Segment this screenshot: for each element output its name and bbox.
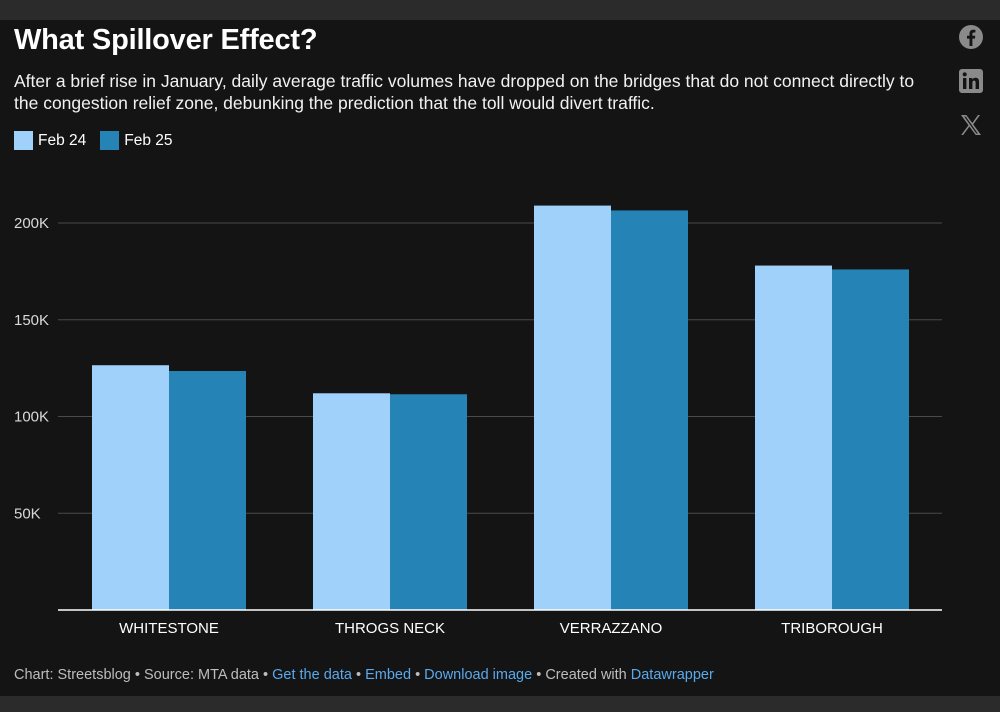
- bar-triborough-feb-24: [755, 265, 832, 610]
- footer: Chart: Streetsblog • Source: MTA data • …: [14, 667, 714, 683]
- bar-triborough-feb-25: [832, 269, 909, 610]
- bar-whitestone-feb-24: [92, 365, 169, 610]
- legend-label-feb-25: Feb 25: [124, 131, 173, 149]
- y-tick-label: 200K: [14, 215, 49, 232]
- legend-swatch-feb-25: [100, 131, 120, 150]
- bar-throgs-neck-feb-24: [313, 393, 390, 610]
- footer-credit: Chart: Streetsblog • Source: MTA data •: [14, 667, 269, 683]
- datawrapper-link[interactable]: Datawrapper: [630, 667, 714, 683]
- x-tick-label: WHITESTONE: [119, 620, 219, 637]
- footer-created: • Created with: [536, 667, 627, 683]
- legend-item-feb-25: Feb 25: [100, 131, 173, 150]
- y-tick-label: 150K: [14, 312, 49, 329]
- download-image-link[interactable]: Download image: [424, 667, 533, 683]
- chart-subtitle: After a brief rise in January, daily ave…: [14, 71, 915, 113]
- footer-separator: •: [355, 667, 362, 683]
- bar-verrazzano-feb-25: [611, 210, 688, 611]
- x-tick-label: TRIBOROUGH: [781, 620, 883, 637]
- legend-label-feb-24: Feb 24: [38, 131, 87, 149]
- bar-whitestone-feb-25: [169, 371, 246, 610]
- bar-verrazzano-feb-24: [534, 205, 611, 610]
- legend-swatch-feb-24: [14, 131, 33, 150]
- x-tick-label: VERRAZZANO: [560, 620, 663, 637]
- footer-separator: •: [415, 667, 421, 683]
- chart-title: What Spillover Effect?: [14, 24, 318, 56]
- bar-throgs-neck-feb-25: [390, 394, 467, 610]
- x-icon[interactable]: [958, 112, 984, 138]
- y-tick-label: 50K: [14, 505, 41, 522]
- linkedin-icon[interactable]: [958, 68, 984, 94]
- y-tick-label: 100K: [14, 409, 49, 426]
- embed-link[interactable]: Embed: [365, 667, 412, 683]
- facebook-icon[interactable]: [958, 24, 984, 50]
- legend: Feb 24 Feb 25: [14, 131, 187, 150]
- legend-item-feb-24: Feb 24: [14, 131, 86, 150]
- x-tick-label: THROGS NECK: [335, 620, 445, 637]
- get-data-link[interactable]: Get the data: [272, 667, 352, 683]
